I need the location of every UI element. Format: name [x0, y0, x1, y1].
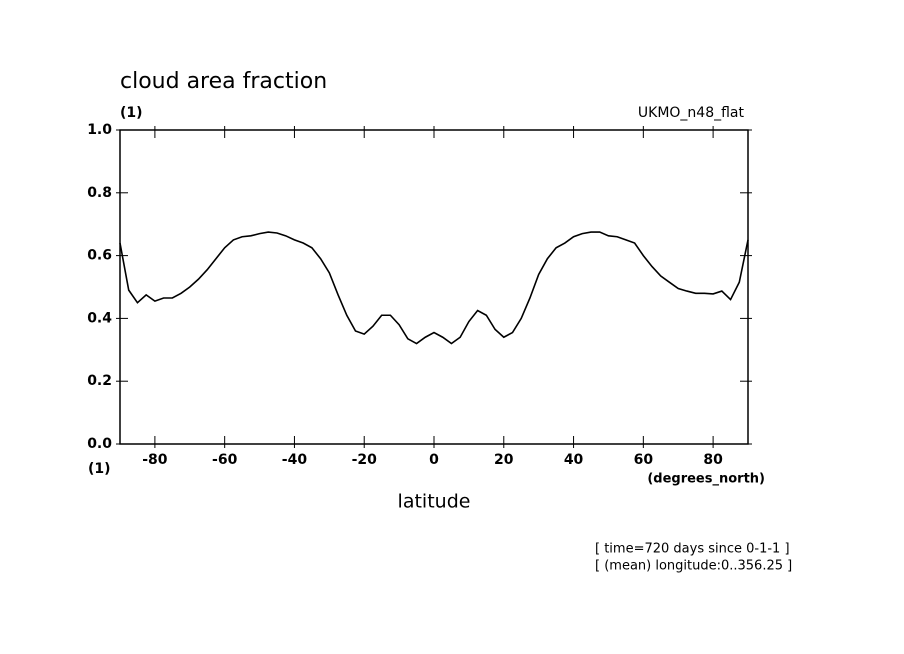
y-tick-label: 0.8 — [87, 185, 112, 201]
dataset-label: UKMO_n48_flat — [638, 105, 745, 121]
x-tick-label: 20 — [494, 452, 514, 468]
x-units-left: (1) — [88, 461, 111, 477]
x-units: (degrees_north) — [647, 472, 765, 487]
x-tick-label: 60 — [634, 452, 654, 468]
x-tick-label: 80 — [703, 452, 723, 468]
y-tick-label: 0.0 — [87, 436, 112, 452]
x-tick-label: 0 — [429, 452, 439, 468]
y-tick-label: 0.6 — [87, 248, 112, 264]
y-tick-label: 0.2 — [87, 373, 112, 389]
x-tick-label: 40 — [564, 452, 584, 468]
x-tick-label: -20 — [352, 452, 378, 468]
x-tick-label: -80 — [142, 452, 168, 468]
y-units: (1) — [120, 105, 143, 121]
y-tick-label: 1.0 — [87, 122, 112, 138]
data-line — [119, 231, 749, 345]
x-axis-label: latitude — [398, 491, 471, 513]
chart-title: cloud area fraction — [120, 69, 327, 94]
footnote: [ (mean) longitude:0..356.25 ] — [595, 559, 792, 574]
y-tick-label: 0.4 — [87, 310, 112, 326]
footnote: [ time=720 days since 0-1-1 ] — [595, 542, 790, 557]
x-tick-label: -40 — [282, 452, 308, 468]
x-tick-label: -60 — [212, 452, 238, 468]
